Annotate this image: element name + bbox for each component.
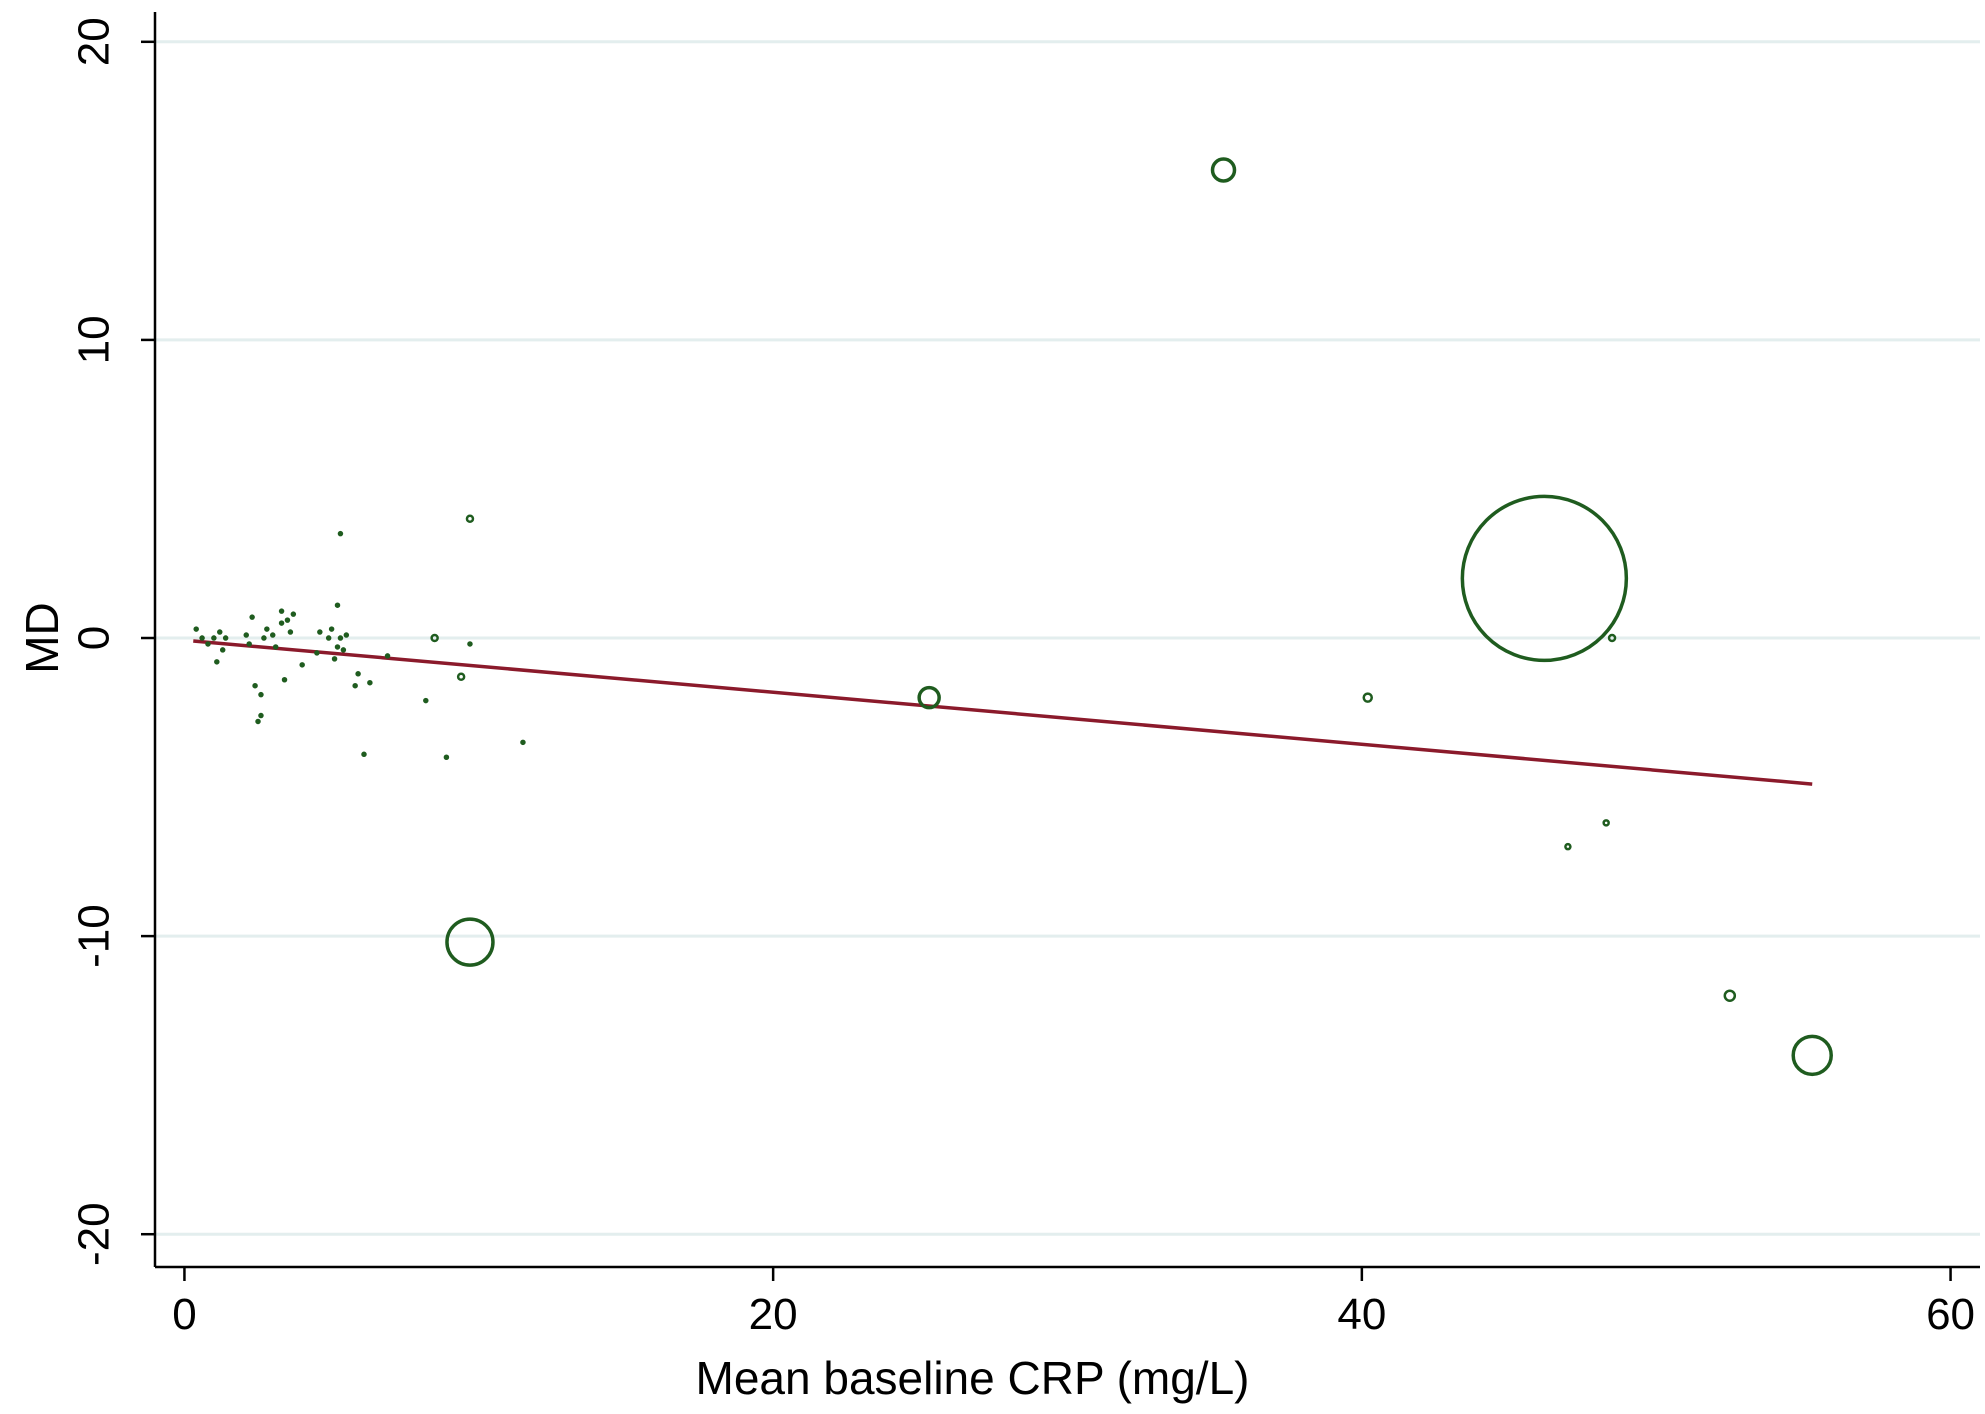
- data-point: [367, 679, 373, 686]
- data-point: [1210, 157, 1237, 183]
- horizontal-grid: [155, 40, 1980, 1236]
- data-point: [917, 685, 941, 710]
- data-point: [1723, 989, 1737, 1002]
- data-point: [214, 659, 220, 665]
- data-point: [328, 626, 335, 632]
- data-point: [278, 608, 285, 614]
- data-point: [264, 626, 270, 632]
- data-point: [281, 676, 288, 683]
- data-point: [211, 635, 217, 641]
- data-point: [445, 917, 495, 967]
- data-point: [1460, 494, 1629, 663]
- data-point: [1607, 633, 1617, 643]
- data-point: [269, 632, 276, 638]
- data-point: [193, 626, 199, 632]
- data-point: [337, 530, 344, 537]
- data-point: [1362, 692, 1373, 703]
- fit-line-layer: [193, 639, 1813, 786]
- x-tick-label: 20: [749, 1290, 798, 1339]
- data-point: [430, 633, 439, 643]
- data-point: [317, 629, 323, 635]
- y-tick-label: -20: [70, 1202, 119, 1266]
- data-point: [284, 617, 291, 623]
- x-tick-label: 40: [1337, 1290, 1386, 1339]
- scatter-points: [193, 157, 1833, 1077]
- data-point: [217, 629, 223, 635]
- fit-line: [193, 639, 1813, 786]
- data-point: [1564, 842, 1572, 851]
- data-point: [465, 514, 475, 524]
- data-point: [456, 672, 466, 682]
- data-point: [337, 635, 344, 641]
- y-tick-label: 10: [70, 315, 119, 364]
- data-point: [520, 739, 526, 746]
- axes: [153, 12, 1980, 1269]
- data-point: [258, 691, 264, 698]
- data-point: [384, 653, 391, 659]
- data-point: [278, 620, 285, 626]
- y-axis-title: MD: [16, 602, 68, 674]
- data-point: [423, 697, 429, 704]
- data-point: [1791, 1034, 1833, 1077]
- data-point: [331, 656, 338, 662]
- data-point: [352, 682, 358, 689]
- y-tick-label: 0: [70, 626, 119, 650]
- data-point: [249, 614, 255, 620]
- x-tick-label: 0: [172, 1290, 196, 1339]
- data-point: [205, 641, 211, 647]
- data-point: [261, 635, 267, 641]
- x-tick-label: 60: [1926, 1290, 1975, 1339]
- data-point: [334, 602, 341, 608]
- y-axis-ticks: -20 -10 0 10 20: [70, 17, 155, 1266]
- data-point: [325, 635, 332, 641]
- data-point: [243, 632, 249, 638]
- data-point: [314, 650, 320, 656]
- data-point: [287, 629, 294, 635]
- x-axis-title: Mean baseline CRP (mg/L): [696, 1352, 1250, 1404]
- data-point: [340, 647, 347, 653]
- data-point: [199, 635, 205, 641]
- data-point: [252, 682, 258, 689]
- data-point: [443, 754, 450, 760]
- data-point: [334, 644, 341, 650]
- data-point: [290, 611, 297, 617]
- data-point: [1602, 819, 1610, 827]
- data-point: [255, 718, 261, 725]
- data-point: [299, 662, 305, 668]
- data-point: [361, 751, 367, 758]
- y-tick-label: -10: [70, 904, 119, 968]
- x-axis-ticks: 0 20 40 60: [172, 1267, 1975, 1339]
- data-point: [222, 635, 229, 641]
- data-point: [258, 712, 264, 719]
- data-point: [272, 644, 279, 650]
- y-tick-label: 20: [70, 17, 119, 66]
- data-point: [219, 647, 226, 653]
- data-point: [246, 641, 252, 647]
- data-point: [467, 641, 473, 647]
- data-point: [343, 632, 350, 638]
- data-point: [355, 671, 361, 677]
